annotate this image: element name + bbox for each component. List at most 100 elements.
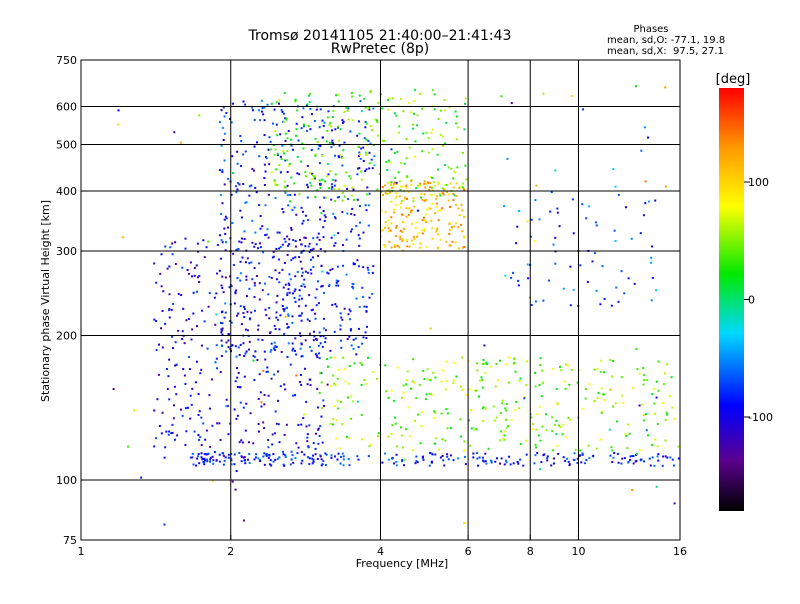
echo-point [177,329,180,332]
stats-heading: Phases [633,24,668,35]
echo-point [422,132,425,135]
echo-point [378,173,381,176]
echo-point [279,246,282,249]
echo-point [431,128,434,131]
echo-point [411,449,414,452]
echo-point [251,109,254,112]
echo-point [552,367,555,370]
echo-point [300,160,303,163]
echo-point [526,220,529,223]
echo-point [390,222,393,225]
echo-point [580,461,583,464]
echo-point [189,261,192,264]
echo-point [268,275,271,278]
echo-point [267,456,270,459]
echo-point [238,441,241,444]
echo-point [273,179,276,182]
echo-point [220,109,223,112]
echo-point [214,323,217,326]
echo-point [283,433,286,436]
echo-point [182,307,185,310]
echo-point [495,362,498,365]
echo-point [270,102,273,105]
echo-point [435,229,438,232]
echo-point [304,236,307,239]
echo-point [339,400,342,403]
echo-point [564,387,567,390]
echo-point [247,441,250,444]
echo-point [294,457,297,460]
echo-point [620,270,623,273]
echo-point [365,209,368,212]
echo-point [316,141,319,144]
echo-point [333,184,336,187]
echo-point [395,195,398,198]
echo-point [300,206,303,209]
echo-point [372,371,375,374]
echo-point [140,476,143,479]
echo-point [240,241,243,244]
echo-point [265,233,268,236]
echo-point [248,317,251,320]
echo-point [319,183,322,186]
echo-point [225,241,228,244]
echo-point [414,140,417,143]
echo-point [174,241,177,244]
echo-point [431,202,434,205]
echo-point [524,396,527,399]
echo-point [311,256,314,259]
echo-point [319,144,322,147]
echo-point [368,296,371,299]
echo-point [305,175,308,178]
echo-point [282,286,285,289]
echo-point [309,258,312,261]
echo-point [454,203,457,206]
echo-point [337,125,340,128]
echo-point [623,292,626,295]
echo-point [344,380,347,383]
echo-point [316,189,319,192]
echo-point [453,361,456,364]
echo-point [310,149,313,152]
echo-point [567,460,570,463]
echo-point [321,119,324,122]
echo-point [346,396,349,399]
echo-point [273,181,276,184]
echo-point [330,456,333,459]
echo-point [195,360,198,363]
echo-point [200,416,203,419]
echo-point [677,457,680,460]
echo-point [298,332,301,335]
echo-point [358,265,361,268]
echo-point [274,410,277,413]
echo-point [263,403,266,406]
echo-point [283,383,286,386]
echo-point [239,343,242,346]
echo-point [224,276,227,279]
echo-point [365,138,368,141]
echo-point [235,367,238,370]
echo-point [290,259,293,262]
echo-point [338,188,341,191]
echo-point [642,419,645,422]
echo-point [270,342,273,345]
echo-point [296,155,299,158]
echo-point [649,464,652,467]
echo-point [475,389,478,392]
echo-point [642,414,645,417]
echo-point [268,317,271,320]
echo-point [650,256,653,259]
echo-point [267,439,270,442]
echo-point [389,183,392,186]
echo-point [306,186,309,189]
echo-point [456,166,459,169]
echo-point [361,363,364,366]
echo-point [525,453,528,456]
echo-point [184,382,187,385]
echo-point [308,346,311,349]
echo-point [284,315,287,318]
echo-point [406,239,409,242]
echo-point [610,304,613,307]
echo-point [657,453,660,456]
echo-point [301,355,304,358]
